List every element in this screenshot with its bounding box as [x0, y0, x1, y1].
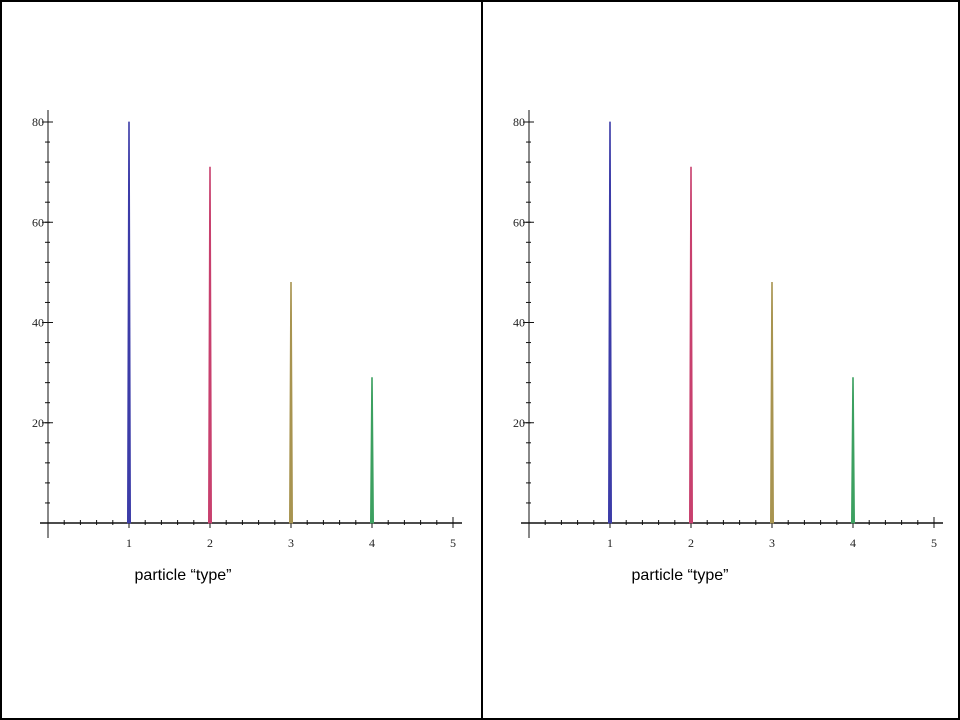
- spike-bar-3: [769, 281, 775, 524]
- x-tick-label: 2: [688, 536, 694, 550]
- x-tick-label: 2: [207, 536, 213, 550]
- y-tick-label: 80: [513, 115, 525, 129]
- spike-bar-2: [207, 166, 213, 524]
- x-tick-label: 1: [607, 536, 613, 550]
- x-tick-label: 4: [850, 536, 856, 550]
- x-tick-label: 5: [931, 536, 937, 550]
- spike-bar-4: [369, 377, 375, 524]
- y-tick-label: 20: [32, 416, 44, 430]
- x-axis-label-right: particle “type”: [631, 567, 729, 584]
- x-tick-label: 4: [369, 536, 375, 550]
- x-tick-label: 5: [450, 536, 456, 550]
- spike-bar-4: [850, 377, 856, 524]
- chart-panel-right: 1 2 3 4 5 20 40 60 80 particle “type”: [483, 2, 960, 718]
- y-tick-label: 80: [32, 115, 44, 129]
- spike-bar-3: [288, 281, 294, 524]
- spike-chart-right: 1 2 3 4 5 20 40 60 80: [513, 110, 943, 550]
- spike-chart-left: 1 2 3 4 5 20 40 60 80: [32, 110, 462, 550]
- x-tick-label: 3: [288, 536, 294, 550]
- spike-bar-1: [126, 121, 132, 524]
- y-tick-label: 20: [513, 416, 525, 430]
- x-tick-label: 3: [769, 536, 775, 550]
- x-axis-label-left: particle “type”: [134, 567, 232, 584]
- panel-divider: [481, 2, 483, 718]
- chart-panel-left: 1 2 3 4 5 20 40 60 80 particle “type”: [2, 2, 480, 718]
- spike-bar-1: [607, 121, 613, 524]
- y-tick-label: 40: [513, 316, 525, 330]
- spike-bar-2: [688, 166, 694, 524]
- y-tick-label: 60: [32, 215, 44, 229]
- y-tick-label: 40: [32, 316, 44, 330]
- y-tick-label: 60: [513, 215, 525, 229]
- x-tick-label: 1: [126, 536, 132, 550]
